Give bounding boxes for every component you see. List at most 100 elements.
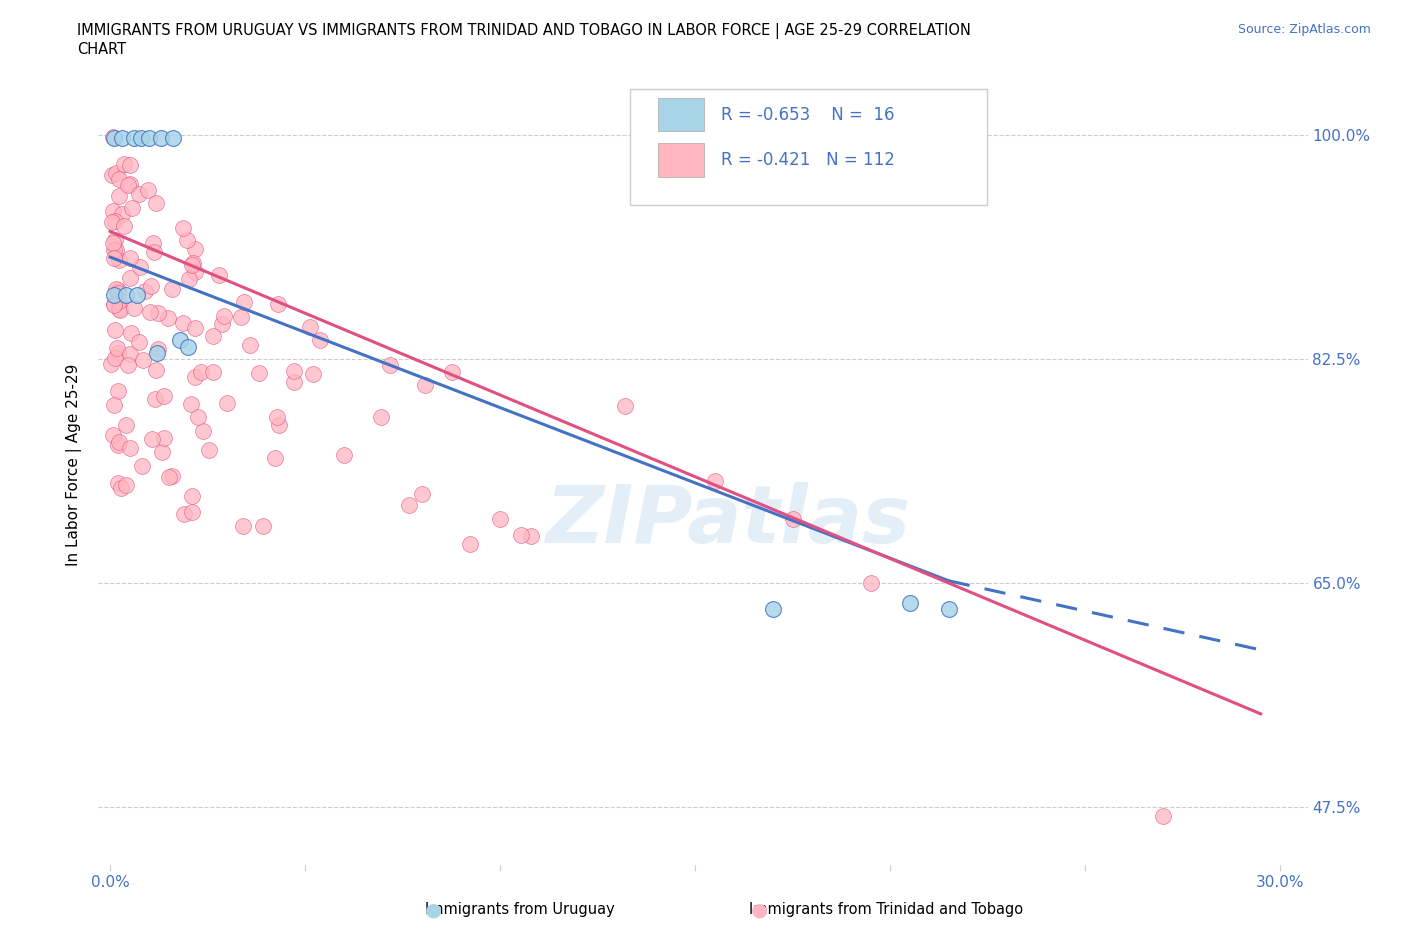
Point: [208, 268, 231, 283]
Point: [114, 288, 136, 303]
Point: [108, 435, 131, 450]
Point: [859, 576, 882, 591]
Point: [107, 286, 129, 300]
Point: [177, 272, 200, 286]
Point: [184, 242, 207, 257]
Point: [146, 306, 169, 321]
Text: Source: ZipAtlas.com: Source: ZipAtlas.com: [1237, 23, 1371, 36]
Point: [107, 383, 129, 398]
Point: [149, 130, 172, 145]
Point: [267, 418, 290, 432]
FancyBboxPatch shape: [630, 89, 987, 205]
Point: [232, 518, 254, 533]
Point: [142, 236, 165, 251]
Point: [201, 328, 224, 343]
Point: [103, 250, 125, 265]
Point: [169, 333, 191, 348]
Point: [180, 488, 202, 503]
Point: [378, 358, 401, 373]
Point: [202, 365, 225, 379]
Point: [509, 527, 531, 542]
Point: [107, 172, 129, 187]
Bar: [658, 98, 704, 131]
Point: [110, 481, 132, 496]
Point: [283, 364, 305, 379]
Point: [762, 602, 785, 617]
Point: [398, 498, 420, 512]
Point: [107, 189, 129, 204]
Point: [104, 323, 127, 338]
Point: [266, 410, 288, 425]
Point: [938, 602, 960, 617]
Point: [249, 365, 271, 380]
Point: [110, 207, 132, 222]
Point: [107, 293, 129, 308]
Point: [107, 438, 129, 453]
Text: Immigrants from Uruguay: Immigrants from Uruguay: [426, 902, 614, 917]
Point: [157, 311, 180, 325]
Point: [177, 339, 200, 354]
Point: [103, 296, 125, 311]
Point: [458, 537, 481, 551]
Point: [107, 475, 129, 490]
Point: [104, 282, 127, 297]
Point: [101, 129, 124, 144]
Point: [105, 340, 128, 355]
Point: [370, 409, 392, 424]
Point: [176, 232, 198, 247]
Point: [145, 196, 167, 211]
Y-axis label: In Labor Force | Age 25-29: In Labor Force | Age 25-29: [66, 364, 83, 566]
Point: [162, 130, 184, 145]
Point: [173, 507, 195, 522]
Point: [118, 251, 141, 266]
Point: [184, 264, 207, 279]
Point: [138, 304, 160, 319]
Point: [160, 469, 183, 484]
Point: [1152, 809, 1174, 824]
Point: [131, 458, 153, 473]
Point: [150, 445, 173, 459]
Point: [132, 352, 155, 367]
Point: [107, 345, 129, 360]
Point: [190, 365, 212, 379]
Point: [117, 358, 139, 373]
Point: [184, 321, 207, 336]
Text: ●: ●: [751, 900, 768, 919]
Point: [129, 259, 152, 274]
Text: R = -0.421   N = 112: R = -0.421 N = 112: [721, 152, 896, 169]
Point: [782, 512, 804, 526]
Point: [104, 232, 127, 247]
Point: [112, 156, 135, 171]
Point: [112, 219, 135, 234]
Point: [121, 201, 143, 216]
Point: [103, 130, 125, 145]
Point: [146, 341, 169, 356]
Point: [411, 486, 433, 501]
Point: [187, 409, 209, 424]
Point: [489, 512, 512, 526]
Point: [614, 399, 637, 414]
Point: [101, 215, 124, 230]
Point: [152, 431, 174, 445]
Point: [131, 130, 153, 145]
Point: [105, 243, 128, 258]
Point: [103, 397, 125, 412]
Point: [143, 392, 166, 406]
Point: [252, 519, 274, 534]
Point: [136, 183, 159, 198]
Point: [217, 396, 239, 411]
Point: [233, 294, 256, 309]
Point: [115, 477, 138, 492]
Point: [100, 357, 122, 372]
Point: [120, 271, 142, 286]
Point: [105, 293, 128, 308]
Point: [441, 365, 464, 379]
Text: Immigrants from Trinidad and Tobago: Immigrants from Trinidad and Tobago: [749, 902, 1022, 917]
Point: [197, 443, 219, 458]
Point: [309, 333, 332, 348]
Point: [103, 204, 125, 219]
Point: [184, 369, 207, 384]
Point: [898, 595, 921, 610]
Point: [101, 236, 124, 251]
Point: [108, 303, 131, 318]
